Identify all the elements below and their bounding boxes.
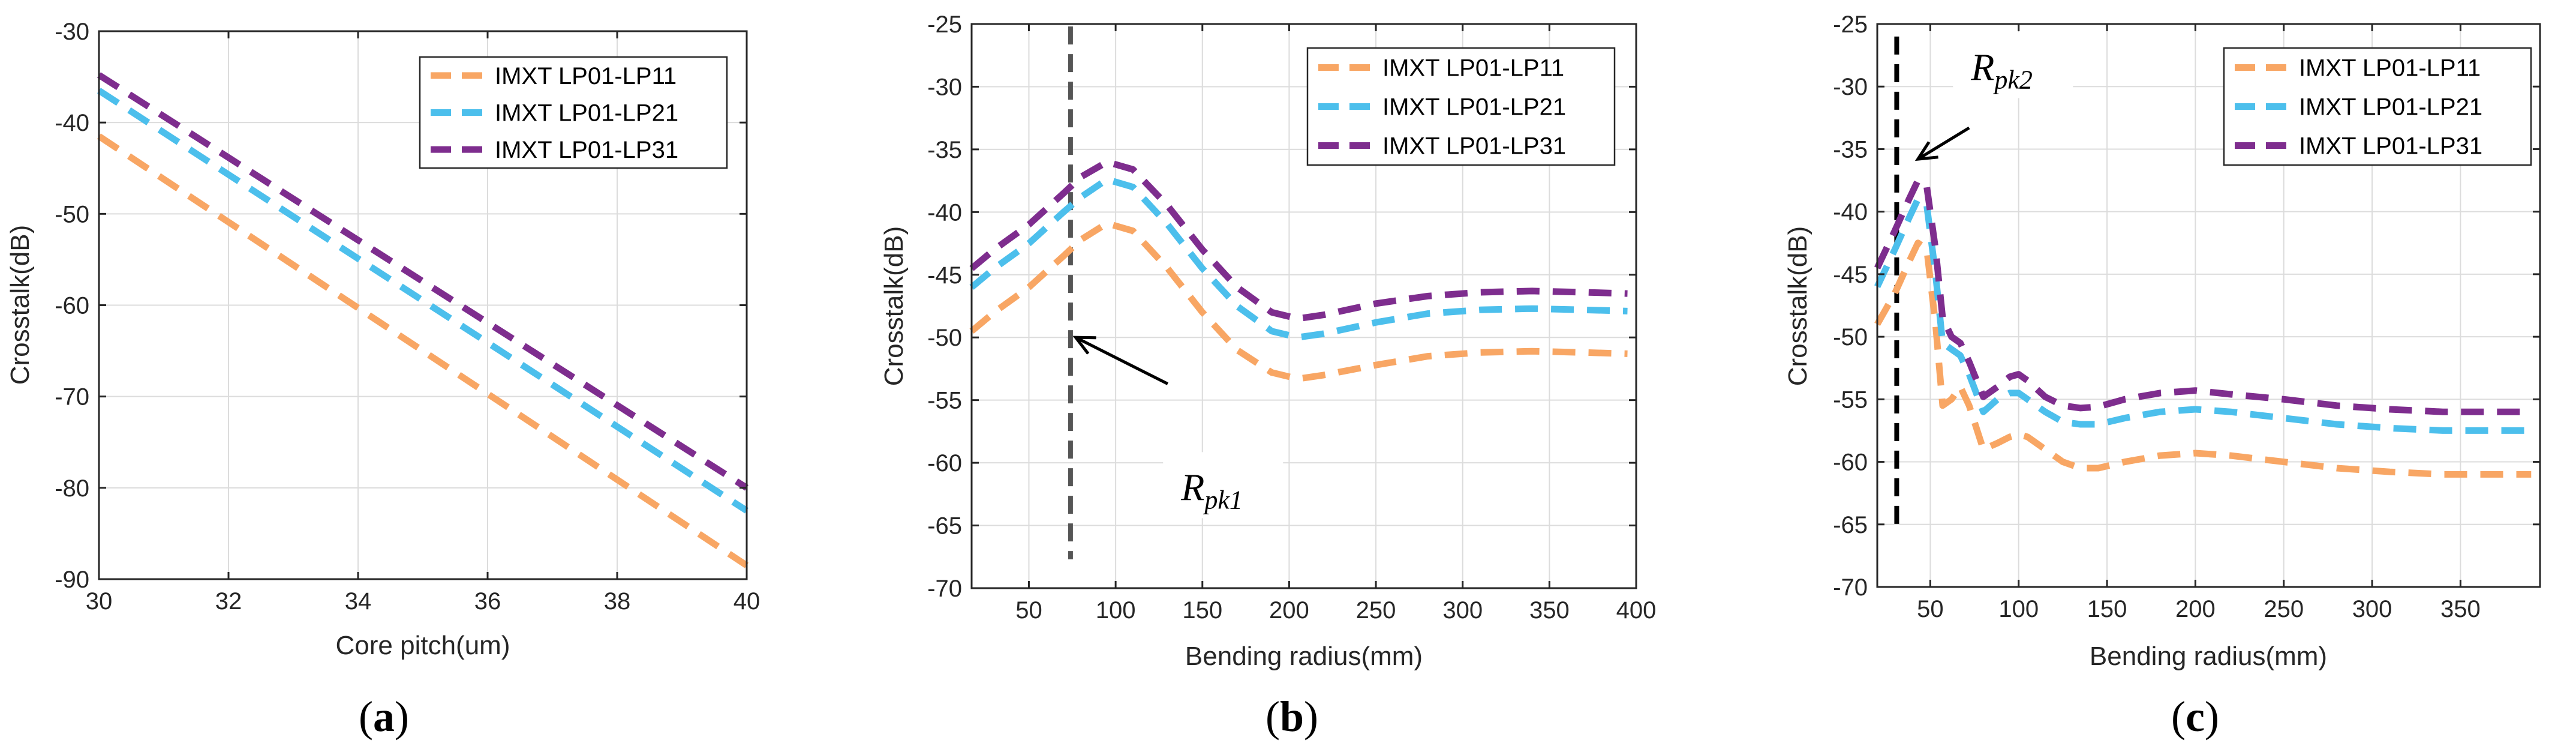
x-tick-label: 100: [1096, 597, 1136, 624]
peak-label-background: [1953, 32, 2073, 98]
y-tick-label: -35: [927, 137, 962, 163]
peak-label-base: R: [1180, 466, 1204, 508]
arrow-shaft: [1075, 335, 1169, 385]
peak-radius-label: Rpk1: [1180, 466, 1243, 514]
legend: IMXT LP01-LP11 IMXT LP01-LP21 IMXT LP01-LP…: [2223, 47, 2532, 166]
y-tick-label: -65: [1833, 512, 1868, 538]
series-line-imxt-lp01-lp21: [97, 88, 749, 514]
axes-frame: [970, 23, 1637, 589]
x-tick-label: 38: [604, 588, 631, 615]
x-tick-label: 200: [2175, 596, 2216, 622]
peak-label-subscript: pk2: [1992, 65, 2033, 94]
arrow-head: [1914, 141, 1938, 161]
x-tick-label: 300: [2352, 596, 2392, 622]
x-axis-label: Core pitch(um): [336, 631, 510, 660]
x-tick-label: 150: [2087, 596, 2127, 622]
x-axis-label: Bending radius(mm): [2090, 642, 2327, 671]
y-tick-label: -50: [927, 325, 962, 351]
arrow-shaft: [1917, 126, 1970, 161]
y-tick-label: -60: [1833, 450, 1868, 476]
peak-label-base: R: [1970, 46, 1994, 88]
x-axis-label: Bending radius(mm): [1185, 642, 1423, 671]
y-tick-label: -40: [927, 199, 962, 226]
x-tick-label: 250: [2264, 596, 2304, 622]
y-tick-label: -30: [927, 74, 962, 100]
panel-caption: (c): [2171, 693, 2219, 741]
panel-caption: (a): [359, 693, 409, 741]
x-tick-label: 30: [86, 588, 113, 615]
series-line-imxt-lp01-lp31: [97, 72, 749, 491]
x-tick-label: 40: [734, 588, 761, 615]
peak-label-background: [1163, 452, 1284, 519]
x-tick-label: 350: [2440, 596, 2481, 622]
y-tick-label: -70: [1833, 574, 1868, 601]
x-tick-label: 300: [1442, 597, 1483, 624]
y-tick-label: -60: [55, 293, 89, 319]
y-axis-label: Crosstalk(dB): [1783, 226, 1812, 387]
x-tick-label: 400: [1616, 597, 1657, 624]
y-tick-label: -40: [55, 110, 89, 136]
legend-entry: IMXT LP01-LP11: [495, 63, 677, 89]
series-line-imxt-lp01-lp21: [1874, 196, 2532, 434]
y-tick-label: -40: [1833, 199, 1868, 226]
x-tick-label: 350: [1529, 597, 1570, 624]
peak-label-subscript: pk1: [1203, 485, 1243, 514]
axes-frame: [1876, 23, 2541, 588]
y-tick-label: -25: [927, 11, 962, 38]
chart-panel-a: 30 32 34 36 38 40 -90 -80 -70 -60 -50 -40 -30 Core pi…: [5, 19, 760, 741]
y-tick-label: -80: [55, 475, 89, 502]
chart-panel-b: 50 100 150 200 250 300 350 400 -70 -65 -60 -55 -50 -4…: [879, 11, 1656, 741]
legend-entry: IMXT LP01-LP31: [495, 137, 678, 163]
legend: IMXT LP01-LP11 IMXT LP01-LP21 IMXT LP01-LP…: [419, 56, 728, 169]
panel-caption: (b): [1266, 693, 1318, 741]
x-tick-label: 34: [345, 588, 372, 615]
chart-panel-c: 50 100 150 200 250 300 350 -70 -65 -60 -55 -50 -45 -4…: [1783, 11, 2541, 741]
y-tick-label: -50: [55, 201, 89, 227]
y-tick-label: -55: [927, 388, 962, 414]
peak-radius-label: Rpk2: [1970, 46, 2033, 94]
series-line-imxt-lp01-lp21: [969, 176, 1628, 341]
legend-entry: IMXT LP01-LP31: [1382, 133, 1566, 160]
x-tick-label: 250: [1356, 597, 1396, 624]
y-tick-label: -35: [1833, 136, 1868, 163]
legend-entry: IMXT LP01-LP31: [2299, 133, 2482, 160]
y-tick-label: -70: [55, 384, 89, 411]
y-tick-label: -90: [55, 567, 89, 593]
y-tick-label: -25: [1833, 11, 1868, 38]
y-tick-label: -50: [1833, 324, 1868, 350]
y-tick-label: -45: [927, 262, 962, 289]
legend-entry: IMXT LP01-LP11: [1382, 55, 1564, 82]
y-tick-label: -45: [1833, 262, 1868, 288]
y-tick-label: -70: [927, 576, 962, 602]
legend-entry: IMXT LP01-LP21: [2299, 94, 2482, 121]
arrow-head: [1072, 335, 1096, 355]
x-tick-label: 50: [1917, 596, 1944, 622]
x-tick-label: 36: [474, 588, 501, 615]
x-tick-label: 150: [1182, 597, 1222, 624]
series-line-imxt-lp01-lp31: [969, 158, 1628, 322]
legend-entry: IMXT LP01-LP21: [1382, 94, 1566, 121]
y-tick-label: -30: [1833, 74, 1868, 100]
x-tick-label: 32: [215, 588, 242, 615]
x-tick-label: 100: [1998, 596, 2039, 622]
y-tick-label: -60: [927, 450, 962, 477]
legend: IMXT LP01-LP11 IMXT LP01-LP21 IMXT LP01-LP…: [1306, 47, 1616, 166]
series-line-imxt-lp01-lp31: [1874, 177, 2532, 415]
series-line-imxt-lp01-lp11: [97, 133, 749, 568]
y-tick-label: -55: [1833, 387, 1868, 413]
legend-entry: IMXT LP01-LP11: [2299, 55, 2481, 82]
legend-entry: IMXT LP01-LP21: [495, 100, 678, 127]
y-tick-label: -65: [927, 513, 962, 540]
y-tick-label: -30: [55, 19, 89, 45]
y-axis-label: Crosstalk(dB): [5, 225, 35, 385]
x-tick-label: 200: [1269, 597, 1309, 624]
y-axis-label: Crosstalk(dB): [879, 226, 909, 387]
series-line-imxt-lp01-lp11: [969, 220, 1628, 382]
series-line-imxt-lp01-lp11: [1874, 239, 2532, 478]
x-tick-label: 50: [1015, 597, 1042, 624]
